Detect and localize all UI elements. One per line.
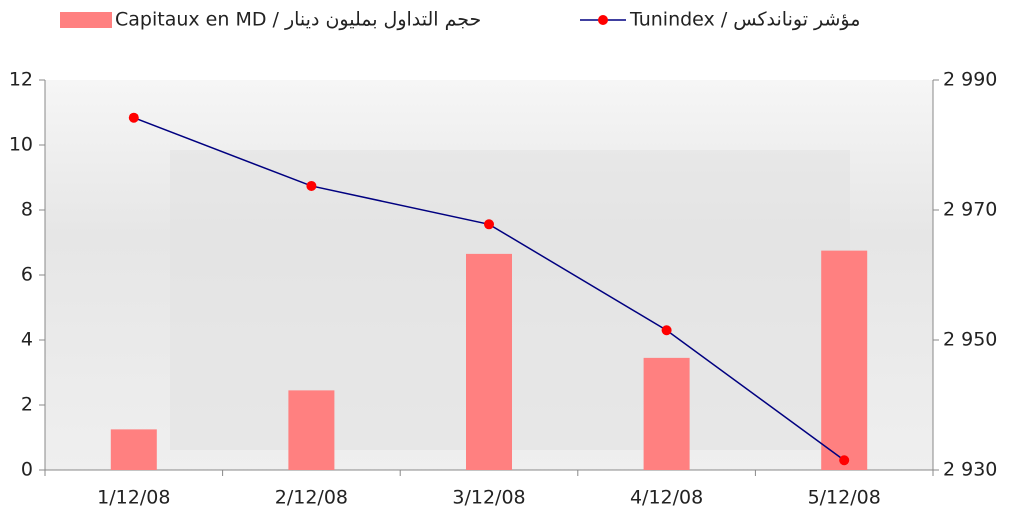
y2-tick-label: 2 990 [943, 69, 997, 91]
y2-tick-label: 2 930 [943, 459, 997, 481]
x-tick-label: 4/12/08 [630, 487, 703, 509]
y-tick-label: 10 [9, 134, 33, 156]
x-tick-label: 1/12/08 [97, 487, 170, 509]
bar [288, 390, 334, 470]
bar [111, 429, 157, 470]
x-tick-label: 5/12/08 [808, 487, 881, 509]
line-marker [129, 113, 139, 123]
bar [644, 358, 690, 470]
y-tick-label: 2 [21, 394, 33, 416]
y-tick-label: 8 [21, 199, 33, 221]
y-tick-label: 4 [21, 329, 33, 351]
line-marker [306, 181, 316, 191]
legend-swatch [598, 15, 608, 25]
y-tick-label: 0 [21, 459, 33, 481]
line-marker [839, 455, 849, 465]
y-tick-label: 6 [21, 264, 33, 286]
line-marker [662, 325, 672, 335]
y-tick-label: 12 [9, 69, 33, 91]
x-tick-label: 3/12/08 [452, 487, 525, 509]
y2-tick-label: 2 950 [943, 329, 997, 351]
legend-label: Tunindex / مؤشر توناندكس [629, 9, 860, 31]
bar [821, 251, 867, 470]
legend-swatch [60, 12, 112, 28]
x-tick-label: 2/12/08 [275, 487, 348, 509]
chart: 0 2 4 6 8 10 12 2 930 2 950 2 970 2 990 1/12/08 2/12… [0, 0, 1012, 513]
y2-tick-label: 2 970 [943, 199, 997, 221]
bar [466, 254, 512, 470]
legend-label: Capitaux en MD / حجم التداول بمليون دينا… [115, 9, 481, 31]
line-marker [484, 219, 494, 229]
